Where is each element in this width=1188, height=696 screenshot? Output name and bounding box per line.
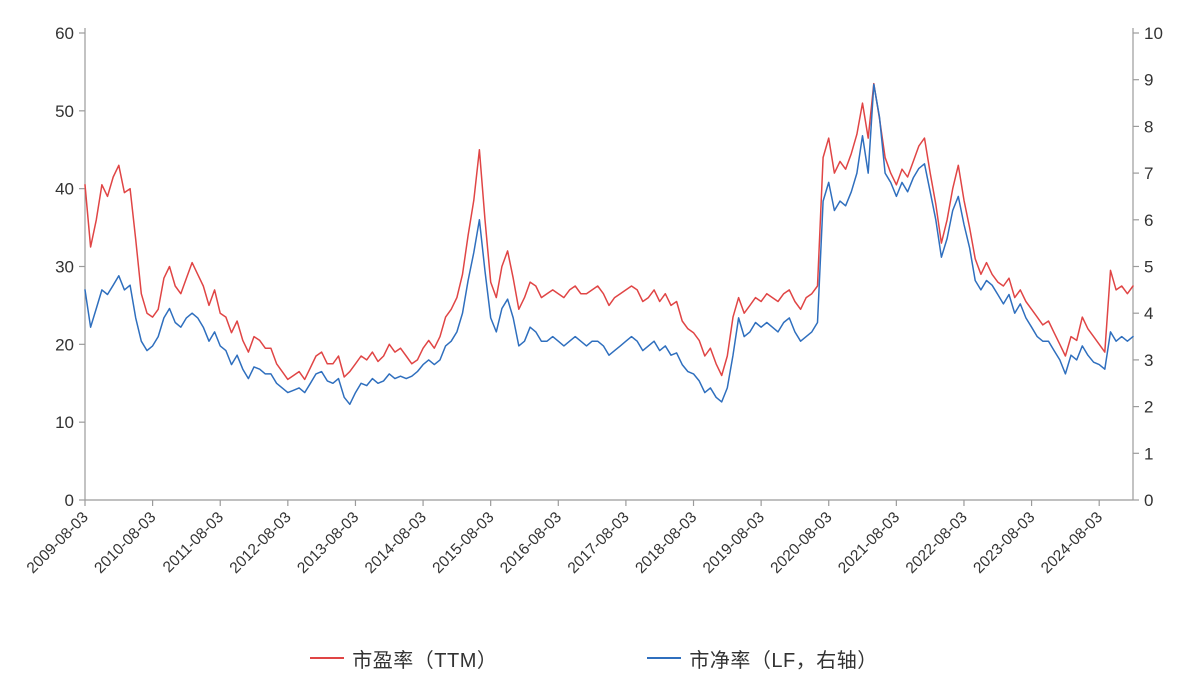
x-axis-tick-label: 2013-08-03 <box>294 509 362 577</box>
pb-legend-label: 市净率（LF，右轴） <box>689 649 878 672</box>
right-axis-tick-label: 5 <box>1144 258 1153 277</box>
x-axis-tick-label: 2016-08-03 <box>497 509 565 577</box>
x-axis-tick-label: 2022-08-03 <box>903 509 971 577</box>
x-axis-tick-label: 2023-08-03 <box>970 509 1038 577</box>
legend-item-pe: 市盈率（TTM） <box>310 644 497 673</box>
x-axis-tick-label: 2019-08-03 <box>700 509 768 577</box>
right-axis-tick-label: 2 <box>1144 398 1153 417</box>
x-axis-tick-label: 2017-08-03 <box>565 509 633 577</box>
x-axis-tick-label: 2009-08-03 <box>24 509 92 577</box>
x-axis-tick-label: 2014-08-03 <box>362 509 430 577</box>
right-axis-tick-label: 6 <box>1144 211 1153 230</box>
legend-item-pb: 市净率（LF，右轴） <box>647 644 877 673</box>
left-axis-tick-label: 0 <box>65 491 74 510</box>
pe-legend-line-icon <box>310 657 345 659</box>
left-axis-tick-label: 50 <box>55 102 74 121</box>
x-axis-tick-label: 2012-08-03 <box>227 509 295 577</box>
left-axis-tick-label: 60 <box>55 24 74 43</box>
pb-series-line <box>84 83 1134 406</box>
right-axis-tick-label: 3 <box>1144 351 1153 370</box>
right-axis-tick-label: 9 <box>1144 71 1153 90</box>
chart-legend: 市盈率（TTM） 市净率（LF，右轴） <box>0 636 1188 680</box>
pb-legend-line-icon <box>647 657 682 659</box>
right-axis-tick-label: 7 <box>1144 164 1153 183</box>
x-axis-tick-label: 2020-08-03 <box>767 509 835 577</box>
left-axis-tick-label: 30 <box>55 258 74 277</box>
x-axis-tick-label: 2010-08-03 <box>91 509 159 577</box>
pe-series-line <box>84 82 1134 381</box>
x-axis-tick-label: 2015-08-03 <box>429 509 497 577</box>
right-axis-tick-label: 1 <box>1144 444 1153 463</box>
x-axis-tick-label: 2021-08-03 <box>835 509 903 577</box>
pe-legend-label: 市盈率（TTM） <box>352 649 498 672</box>
pe-pb-line-chart: 0 10 20 30 40 50 60 0 1 2 3 4 5 6 7 8 9 10 2009-08-03 2010-… <box>24 24 1163 577</box>
right-axis-tick-label: 0 <box>1144 491 1153 510</box>
right-axis-tick-label: 4 <box>1144 304 1153 323</box>
left-axis-tick-label: 10 <box>55 413 74 432</box>
right-axis-tick-label: 10 <box>1144 24 1163 43</box>
left-axis-tick-label: 40 <box>55 180 74 199</box>
right-axis-tick-label: 8 <box>1144 117 1153 136</box>
x-axis-tick-label: 2011-08-03 <box>160 509 227 576</box>
x-axis-tick-label: 2018-08-03 <box>632 509 700 577</box>
x-axis-tick-label: 2024-08-03 <box>1038 509 1106 577</box>
left-axis-tick-label: 20 <box>55 335 74 354</box>
